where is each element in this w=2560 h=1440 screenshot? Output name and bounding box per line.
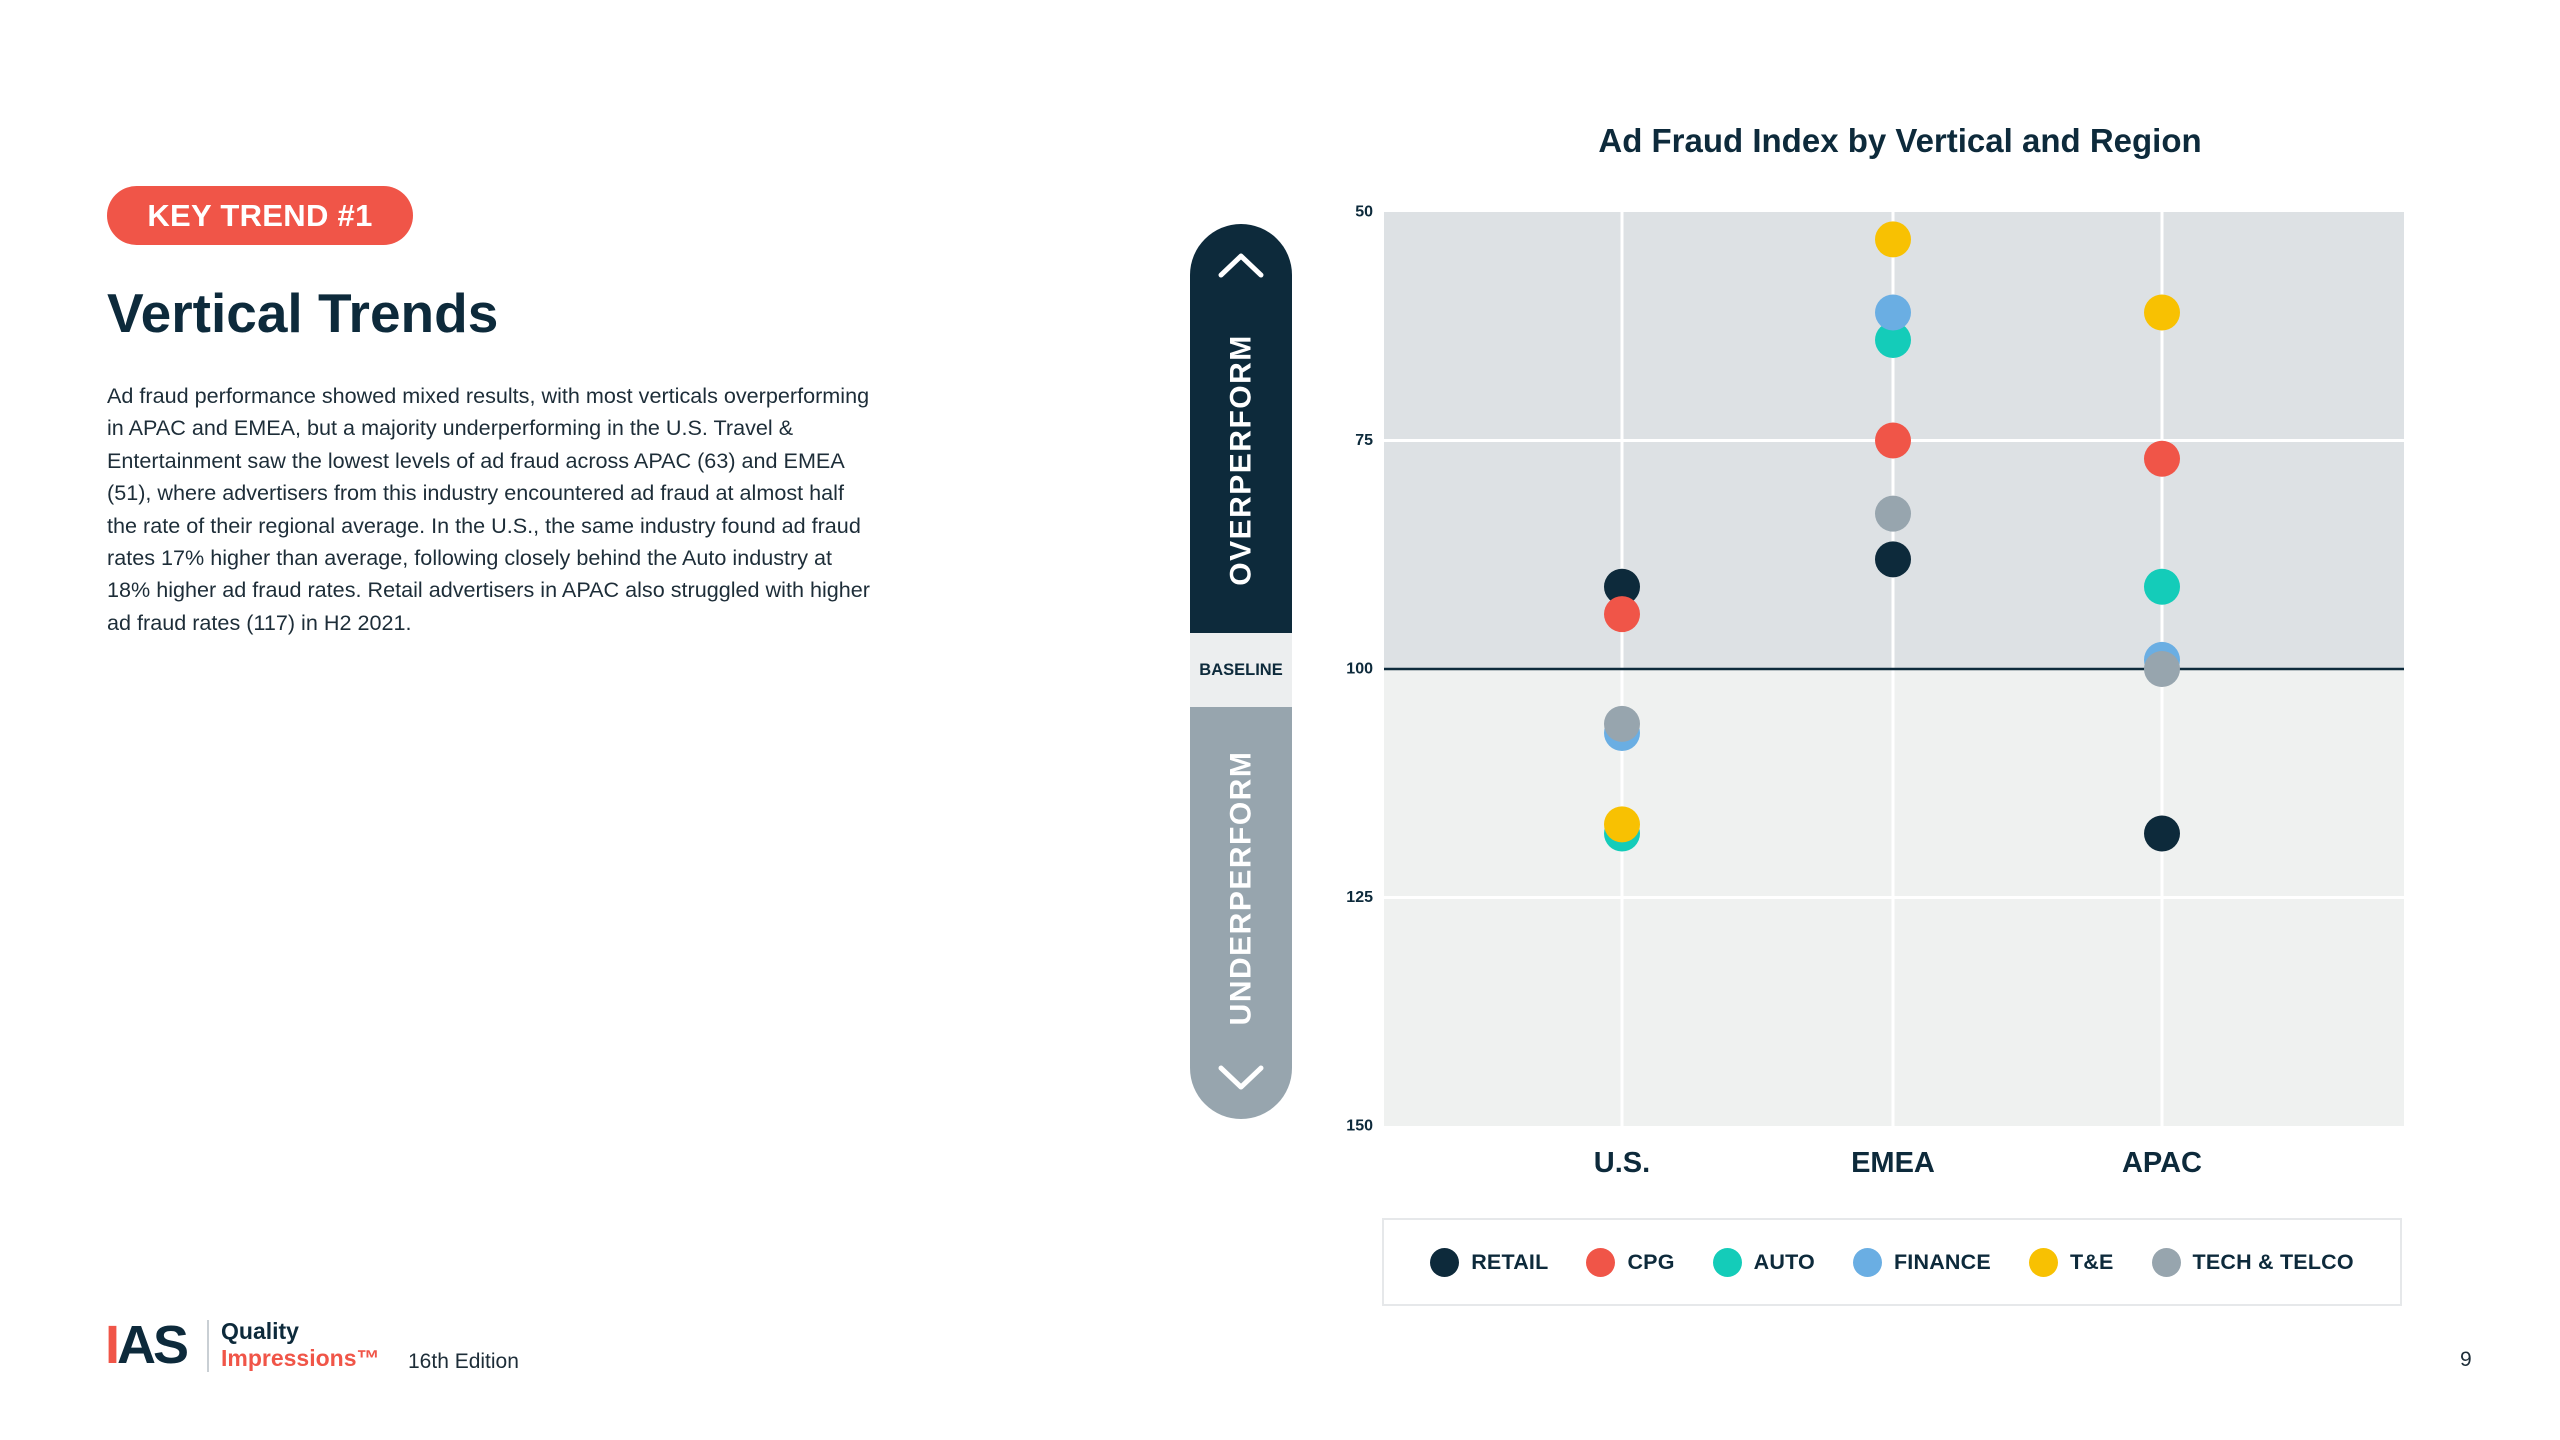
legend-swatch bbox=[1586, 1247, 1616, 1277]
data-point bbox=[2144, 294, 2180, 331]
y-tick-label: 50 bbox=[1355, 204, 1373, 221]
data-point bbox=[1604, 568, 1640, 605]
legend-item: TECH & TELCO bbox=[2151, 1247, 2354, 1277]
legend-swatch bbox=[2028, 1247, 2058, 1277]
x-tick-label: U.S. bbox=[1594, 1147, 1650, 1179]
data-point bbox=[1604, 596, 1640, 633]
y-tick-label: 75 bbox=[1355, 432, 1373, 449]
legend-item: RETAIL bbox=[1430, 1247, 1549, 1277]
legend-swatch bbox=[1430, 1247, 1460, 1277]
data-point bbox=[2144, 815, 2180, 852]
page-number: 9 bbox=[2460, 1348, 2472, 1371]
x-tick-label: EMEA bbox=[1851, 1147, 1935, 1179]
body-paragraph: Ad fraud performance showed mixed result… bbox=[107, 383, 870, 635]
ias-logo: IAS bbox=[105, 1315, 189, 1375]
data-point bbox=[1875, 321, 1911, 358]
legend-label: FINANCE bbox=[1893, 1249, 1991, 1274]
legend-label: RETAIL bbox=[1471, 1249, 1549, 1274]
chevron-down-icon bbox=[1218, 1065, 1264, 1090]
y-tick-label: 125 bbox=[1346, 889, 1373, 906]
underperform-label: UNDERPERFORM bbox=[1225, 751, 1258, 1026]
legend-item: AUTO bbox=[1712, 1247, 1815, 1277]
chevron-up-icon bbox=[1218, 253, 1264, 278]
legend-label: T&E bbox=[2069, 1249, 2114, 1274]
y-tick-label: 100 bbox=[1346, 661, 1373, 678]
plot-area: 50 75 100 125 150 U.S. EMEA APAC bbox=[1346, 204, 2404, 1179]
key-trend-badge: KEY TREND #1 bbox=[107, 186, 413, 245]
data-point bbox=[1875, 422, 1911, 459]
logo-divider bbox=[207, 1320, 209, 1372]
legend-swatch bbox=[1852, 1247, 1882, 1277]
x-tick-label: APAC bbox=[2122, 1147, 2202, 1179]
overperform-band bbox=[1190, 224, 1292, 633]
overperform-label: OVERPERFORM bbox=[1225, 334, 1258, 586]
data-point bbox=[1875, 541, 1911, 578]
legend-item: FINANCE bbox=[1852, 1247, 1991, 1277]
data-point bbox=[2144, 568, 2180, 605]
brand-quality: Quality bbox=[221, 1318, 299, 1344]
legend-swatch bbox=[1712, 1247, 1742, 1277]
data-point bbox=[1875, 495, 1911, 532]
y-tick-label: 150 bbox=[1346, 1118, 1373, 1135]
brand-impressions: Impressions™ bbox=[221, 1345, 380, 1371]
legend-swatch bbox=[2151, 1247, 2181, 1277]
data-point bbox=[1875, 221, 1911, 258]
chart-legend: RETAIL CPG AUTO FINANCE T&E TECH & TELCO bbox=[1382, 1218, 2402, 1306]
legend-label: TECH & TELCO bbox=[2192, 1249, 2354, 1274]
data-point bbox=[1875, 294, 1911, 331]
data-point bbox=[2144, 651, 2180, 687]
performance-scale-bar: OVERPERFORM BASELINE UNDERPERFORM bbox=[1190, 224, 1292, 1119]
legend-item: T&E bbox=[2028, 1247, 2114, 1277]
data-point bbox=[1604, 806, 1640, 843]
data-point bbox=[1604, 705, 1640, 742]
baseline-band bbox=[1190, 633, 1292, 707]
underperform-band bbox=[1190, 707, 1292, 1119]
data-point bbox=[2144, 440, 2180, 477]
legend-label: AUTO bbox=[1753, 1249, 1815, 1274]
page-title: Vertical Trends bbox=[107, 282, 499, 344]
baseline-label: BASELINE bbox=[1199, 661, 1282, 679]
chart-title: Ad Fraud Index by Vertical and Region bbox=[1598, 122, 2202, 159]
legend-item: CPG bbox=[1586, 1247, 1675, 1277]
legend-label: CPG bbox=[1627, 1249, 1675, 1274]
edition-label: 16th Edition bbox=[408, 1350, 519, 1373]
